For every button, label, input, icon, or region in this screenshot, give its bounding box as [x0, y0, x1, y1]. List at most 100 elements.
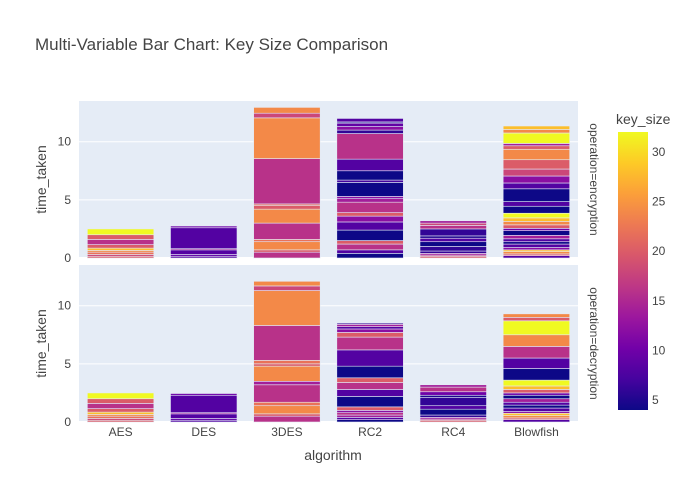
bar-segment — [419, 237, 487, 243]
bar-segment — [253, 290, 321, 326]
bar-segment — [502, 247, 570, 251]
bar-segment — [87, 244, 155, 249]
plot-background — [79, 101, 578, 258]
bar-segment — [336, 377, 404, 383]
bar-segment — [253, 107, 321, 114]
bar-segment — [87, 415, 155, 419]
bar-segment — [419, 386, 487, 393]
y-tick-label: 5 — [64, 357, 71, 371]
bar-segment — [253, 363, 321, 367]
bar-segment — [336, 212, 404, 217]
bar-segment — [253, 360, 321, 365]
facet-label: operation=decryption — [587, 287, 601, 399]
colorbar-tick-label: 10 — [652, 343, 666, 357]
bar-segment — [336, 133, 404, 160]
bar-segment — [502, 407, 570, 412]
bar-segment — [419, 414, 487, 418]
bar-segment — [502, 317, 570, 322]
bar-segment — [502, 398, 570, 403]
bar-segment — [502, 205, 570, 214]
bar-segment — [253, 405, 321, 415]
bar-segment — [502, 148, 570, 161]
bar-segment — [336, 414, 404, 418]
bar-segment — [502, 243, 570, 248]
bar-segment — [419, 241, 487, 247]
bar-segment — [419, 391, 487, 396]
bar-segment — [502, 415, 570, 419]
bar-segment — [336, 182, 404, 197]
x-tick-label: 3DES — [271, 425, 302, 439]
bar-segment — [502, 129, 570, 134]
bar-segment — [336, 332, 404, 338]
x-tick-label: RC2 — [358, 425, 382, 439]
bar-segment — [502, 201, 570, 207]
bar-segment — [336, 419, 404, 423]
bar-segment — [419, 228, 487, 237]
bar-segment — [502, 251, 570, 255]
bar-segment — [502, 357, 570, 369]
bar-segment — [502, 368, 570, 381]
bar-segment — [87, 251, 155, 255]
facet-panel: 0 5 10 time_taken operation=decryption — [33, 265, 601, 429]
bar-segment — [502, 419, 570, 423]
bar-segment — [253, 384, 321, 403]
y-tick-label: 10 — [58, 135, 72, 149]
bar-segment — [336, 328, 404, 333]
bar-segment — [502, 159, 570, 170]
colorbar-tick-label: 20 — [652, 244, 666, 258]
bar-segment — [253, 117, 321, 159]
x-tick-label: DES — [191, 425, 216, 439]
bar-segment — [253, 208, 321, 224]
y-tick-label: 5 — [64, 193, 71, 207]
bar-segment — [502, 125, 570, 130]
bar-segment — [253, 280, 321, 287]
bar-segment — [502, 346, 570, 359]
bar-segment — [87, 411, 155, 415]
bar-segment — [419, 220, 487, 224]
bar-segment — [336, 229, 404, 241]
bar-segment — [502, 228, 570, 231]
bar-segment — [502, 313, 570, 318]
bar-segment — [502, 404, 570, 409]
bar-segment — [87, 234, 155, 240]
bar-segment — [419, 408, 487, 416]
bar-segment — [502, 334, 570, 347]
bar-segment — [336, 122, 404, 127]
bar-segment — [336, 126, 404, 131]
colorbar-tick-label: 30 — [652, 145, 666, 159]
bar-segment — [419, 250, 487, 254]
bar-segment — [502, 241, 570, 245]
bar-segment — [336, 322, 404, 325]
bar-segment — [336, 324, 404, 327]
bar-segment — [170, 249, 238, 255]
facet-panel: 0 5 10 time_taken operation=encryption — [33, 101, 601, 265]
bar-segment — [253, 205, 321, 210]
bar-segment — [336, 349, 404, 367]
bar-segment — [253, 365, 321, 382]
y-axis-label: time_taken — [33, 145, 49, 213]
bar-segment — [170, 394, 238, 413]
bar-segment — [253, 241, 321, 251]
bar-segment — [253, 285, 321, 291]
bar-segment — [502, 401, 570, 406]
bar-segment — [502, 143, 570, 147]
y-tick-label: 0 — [64, 251, 71, 265]
bar-segment — [502, 168, 570, 177]
facet-label: operation=encryption — [587, 123, 601, 235]
bar-segment — [502, 385, 570, 390]
bar-segment — [336, 389, 404, 397]
bar-segment — [502, 145, 570, 150]
bar-segment — [336, 198, 404, 203]
bar-segment — [253, 239, 321, 243]
bar-segment — [502, 379, 570, 387]
bar-segment — [336, 221, 404, 231]
y-tick-label: 10 — [58, 299, 72, 313]
bar-segment — [502, 320, 570, 336]
y-axis-label: time_taken — [33, 309, 49, 377]
colorbar-title: key_size — [616, 111, 671, 127]
bar-segment — [336, 365, 404, 379]
bar-segment — [502, 175, 570, 184]
bar-segment — [502, 238, 570, 243]
bar-segment — [253, 112, 321, 119]
y-tick-label: 0 — [64, 415, 71, 429]
